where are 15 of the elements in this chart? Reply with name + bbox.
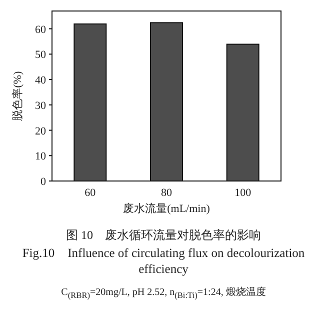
y-tick-label: 60	[35, 24, 46, 36]
x-tick-label: 80	[161, 187, 172, 199]
y-tick-label: 40	[35, 74, 46, 87]
y-tick-label: 0	[40, 176, 46, 188]
y-tick-label: 10	[35, 150, 46, 163]
x-tick-label: 60	[84, 187, 96, 199]
text: C$_{(RBR)}$=20mg/L, pH 2.52, n$_{(Bi:Ti)}$=1:24, 煅烧温度	[60, 286, 267, 300]
y-tick-label: 20	[35, 125, 46, 138]
y-tick-label: 30	[35, 100, 46, 112]
y-axis-title: 脱色率(%)	[11, 70, 24, 121]
text: Fig.10 Influence of circulating flux on decolourization efficiency	[21, 245, 306, 277]
x-tick-label: 100	[234, 187, 252, 199]
y-tick-label: 50	[35, 49, 46, 62]
x-axis-title: 废水流量(mL/min)	[123, 202, 210, 215]
text: 图 10 废水循环流量对脱色率的影响	[65, 227, 262, 244]
